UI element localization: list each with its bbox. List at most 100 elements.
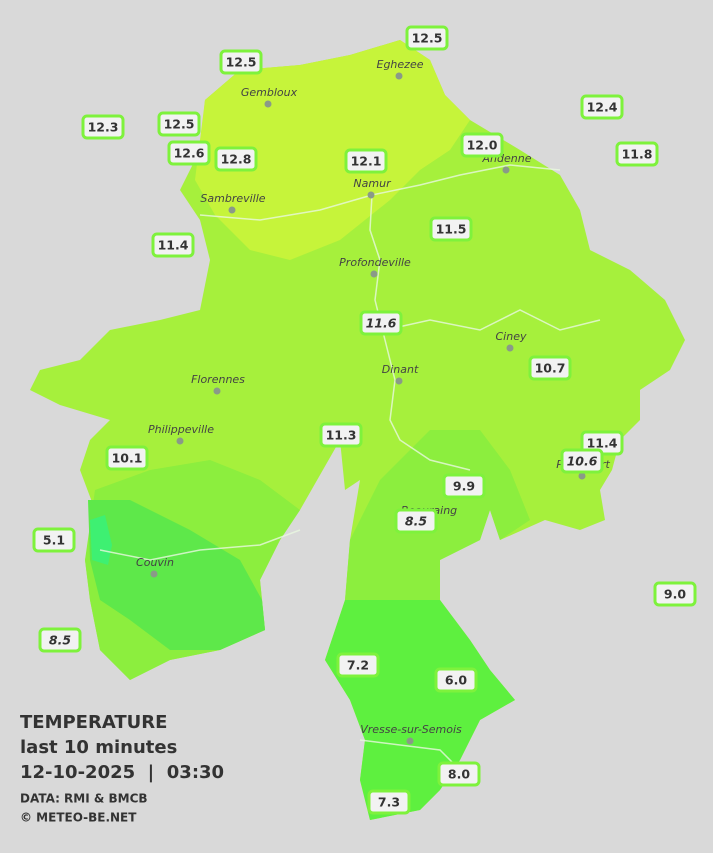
city-label: Eghezee <box>377 58 424 71</box>
station-box <box>442 473 486 499</box>
station-box <box>528 355 572 381</box>
station-box <box>460 132 504 158</box>
station-value: 8.0 <box>448 767 470 782</box>
city-dot <box>176 437 184 445</box>
station-value: 12.6 <box>174 146 205 161</box>
river <box>359 739 461 771</box>
coldest-zone <box>90 515 112 565</box>
station-box <box>405 25 449 51</box>
city-label: Philippeville <box>148 423 214 436</box>
city-label: Dinant <box>382 363 419 376</box>
station-value: 10.6 <box>567 454 598 469</box>
city-dot <box>213 387 221 395</box>
station: 11.4 <box>151 232 195 258</box>
station-value: 12.0 <box>467 138 498 153</box>
station-value: 10.7 <box>535 361 566 376</box>
city-label: Gembloux <box>241 86 298 99</box>
station: 11.8 <box>615 141 659 167</box>
station-value: 9.9 <box>453 479 475 494</box>
city-dot <box>506 344 514 352</box>
station-value: 12.1 <box>351 154 382 169</box>
station-value: 11.6 <box>366 316 397 331</box>
station: 12.1 <box>344 148 388 174</box>
station-value: 7.3 <box>378 795 400 810</box>
station-box <box>32 527 76 553</box>
station: 12.0 <box>460 132 504 158</box>
city-dot <box>228 206 236 214</box>
station-value: 8.5 <box>405 514 427 529</box>
station: 10.1 <box>105 445 149 471</box>
legend-block: TEMPERATURE last 10 minutes 12-10-2025 |… <box>20 712 224 825</box>
station-value: 11.3 <box>326 428 357 443</box>
station-value: 12.5 <box>164 117 195 132</box>
station: 12.5 <box>219 49 263 75</box>
city-dot <box>406 737 414 745</box>
station: 11.6 <box>359 310 403 336</box>
station: 11.3 <box>319 422 363 448</box>
city-dot <box>370 270 378 278</box>
station-box <box>560 448 604 474</box>
station: 12.4 <box>580 94 624 120</box>
datetime: 12-10-2025 | 03:30 <box>20 762 224 783</box>
station: 12.6 <box>167 140 211 166</box>
station: 10.6 <box>560 448 604 474</box>
station-box <box>219 49 263 75</box>
station-value: 5.1 <box>43 533 65 548</box>
river <box>99 529 301 561</box>
subtitle: last 10 minutes <box>20 737 177 758</box>
station-value: 12.4 <box>587 100 618 115</box>
stations: 12.5 12.5 12.4 12.3 12.5 12.6 12.8 12.1 12.0 11.8… <box>32 25 697 815</box>
source: DATA: RMI & BMCB <box>20 792 148 806</box>
river <box>369 194 471 471</box>
station-box <box>38 627 82 653</box>
station-value: 6.0 <box>445 673 467 688</box>
station-box <box>344 148 388 174</box>
station-box <box>105 445 149 471</box>
title: TEMPERATURE <box>20 712 167 733</box>
city-dot <box>395 377 403 385</box>
station-box <box>429 216 473 242</box>
city-label: Ciney <box>496 330 527 343</box>
station-box <box>367 789 411 815</box>
city-label: Namur <box>353 177 392 190</box>
station-value: 11.4 <box>158 238 189 253</box>
station-value: 7.2 <box>347 658 369 673</box>
station: 11.5 <box>429 216 473 242</box>
station-box <box>434 667 478 693</box>
city-dot <box>367 191 375 199</box>
station-value: 12.5 <box>412 31 443 46</box>
station-value: 11.4 <box>587 436 618 451</box>
station-value: 9.0 <box>664 587 686 602</box>
river <box>199 164 561 221</box>
station: 9.9 <box>442 473 486 499</box>
station-value: 12.3 <box>88 120 119 135</box>
station: 12.5 <box>157 111 201 137</box>
city-dot <box>395 72 403 80</box>
station: 12.8 <box>214 146 258 172</box>
station-box <box>653 581 697 607</box>
cold-zone <box>88 500 265 650</box>
river <box>384 309 601 331</box>
credit: © METEO-BE.NET <box>20 811 137 825</box>
station: 9.0 <box>653 581 697 607</box>
station-value: 10.1 <box>112 451 143 466</box>
city-dot <box>502 166 510 174</box>
city-dot <box>150 570 158 578</box>
city-label: Florennes <box>191 373 245 386</box>
station: 7.2 <box>336 652 380 678</box>
city-label: Sambreville <box>200 192 265 205</box>
station: 6.0 <box>434 667 478 693</box>
station-box <box>336 652 380 678</box>
station-box <box>580 94 624 120</box>
city-dot <box>578 472 586 480</box>
cities: EghezeeGemblouxAndenneNamurSambrevillePr… <box>136 58 610 745</box>
station-value: 12.5 <box>226 55 257 70</box>
station-value: 12.8 <box>221 152 252 167</box>
station: 8.0 <box>437 761 481 787</box>
station: 8.5 <box>38 627 82 653</box>
station-value: 11.8 <box>622 147 653 162</box>
city-label: Vresse-sur-Semois <box>360 723 462 736</box>
city-dot <box>264 100 272 108</box>
station-box <box>157 111 201 137</box>
